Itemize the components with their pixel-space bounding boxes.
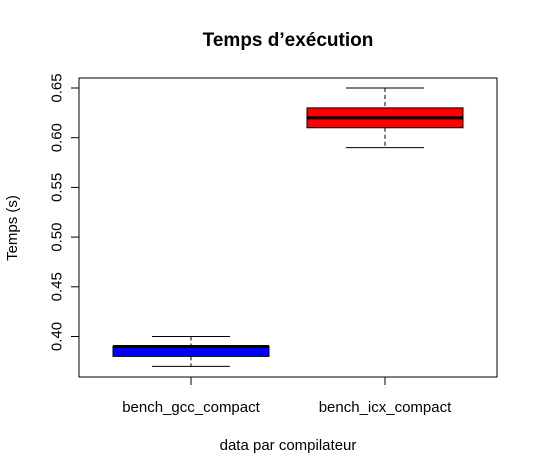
chart-title: Temps d’exécution xyxy=(203,30,374,51)
x-axis-label: data par compilateur xyxy=(220,437,357,454)
y-tick-label: 0.55 xyxy=(49,173,66,202)
box-bench_gcc_compact xyxy=(113,337,269,367)
x-tick-label: bench_icx_compact xyxy=(319,399,452,416)
box-bench_icx_compact xyxy=(307,88,463,148)
y-tick-label: 0.65 xyxy=(49,73,66,102)
y-axis-label: Temps (s) xyxy=(4,195,21,261)
boxes xyxy=(113,88,463,366)
x-tick-label: bench_gcc_compact xyxy=(122,399,260,416)
y-axis: 0.40 0.45 0.50 0.55 0.60 0.65 xyxy=(49,73,80,351)
y-tick-label: 0.45 xyxy=(49,272,66,301)
y-tick-label: 0.40 xyxy=(49,322,66,351)
y-tick-label: 0.50 xyxy=(49,222,66,251)
y-tick-label: 0.60 xyxy=(49,123,66,152)
x-axis: bench_gcc_compact bench_icx_compact xyxy=(122,377,452,416)
